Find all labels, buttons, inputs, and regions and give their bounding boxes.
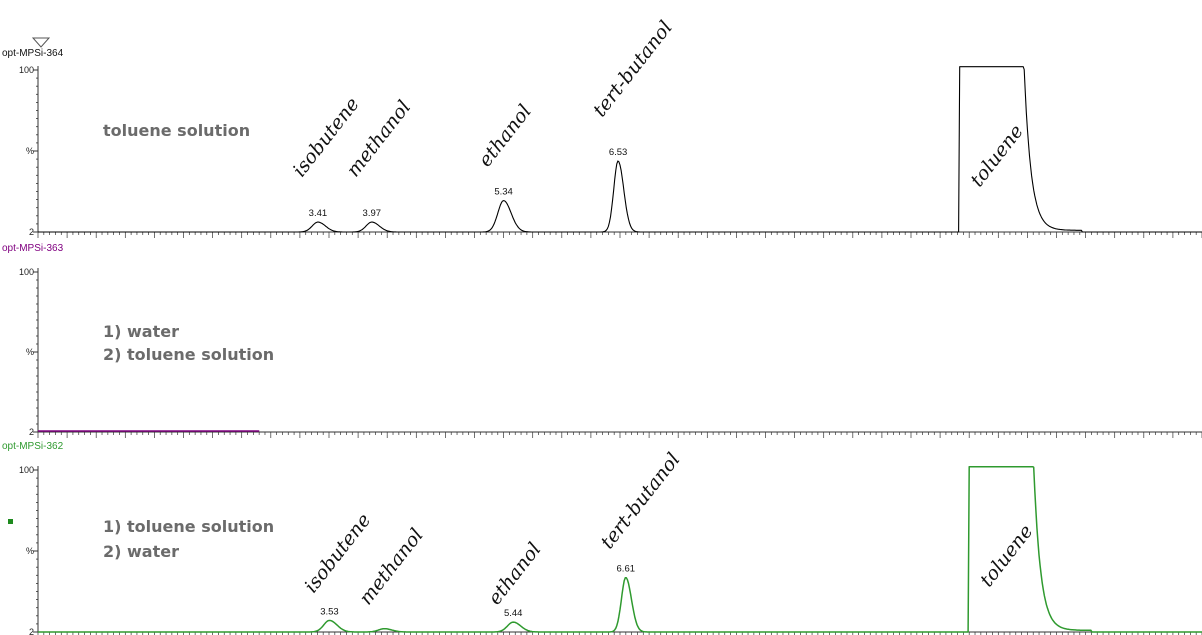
sample-description: 1) water	[103, 322, 179, 341]
y-tick-label: 100	[19, 65, 34, 75]
chromatogram-trace	[38, 66, 1202, 233]
compound-label: ethanol	[474, 101, 536, 171]
sample-description: 1) toluene solution	[103, 517, 274, 536]
y-tick-label: 2	[29, 627, 34, 635]
compound-label: toluene	[966, 121, 1028, 191]
y-tick-label: %	[26, 347, 34, 357]
peak-rt-label: 6.61	[617, 563, 636, 574]
chromatogram-trace	[38, 465, 1202, 633]
peak-rt-label: 3.97	[363, 208, 382, 219]
peak-rt-label: 3.53	[320, 606, 339, 617]
compound-label: toluene	[976, 521, 1038, 591]
compound-label: ethanol	[484, 539, 546, 609]
y-tick-label: 100	[19, 267, 34, 277]
chromatogram-panel-2: opt-MPSi-363 100% 2 1) water 2) toluene solu…	[2, 243, 1202, 438]
trace-id-label: opt-MPSi-362	[2, 441, 64, 452]
y-tick-label: 2	[29, 227, 34, 237]
peak-rt-label: 5.44	[504, 608, 523, 619]
sample-description: 2) toluene solution	[103, 345, 274, 364]
chromatogram-panel-3: opt-MPSi-362 100% 2 1) toluene solution 2) w…	[2, 441, 1202, 635]
sample-description: toluene solution	[103, 121, 250, 140]
y-tick-label: 100	[19, 465, 34, 475]
series-marker-icon	[8, 519, 13, 524]
trace-id-label: opt-MPSi-363	[2, 243, 64, 254]
y-tick-label: %	[26, 146, 34, 156]
sample-description: 2) water	[103, 542, 179, 561]
marker-triangle-icon	[31, 37, 51, 48]
y-tick-label: %	[26, 546, 34, 556]
compound-label: methanol	[355, 524, 428, 609]
y-tick-label: 2	[29, 427, 34, 437]
peak-rt-label: 5.34	[494, 187, 513, 198]
peak-rt-label: 6.53	[609, 147, 628, 158]
compound-label: tert-butanol	[596, 449, 684, 553]
peak-rt-label: 3.41	[309, 208, 328, 219]
trace-id-label: opt-MPSi-364	[2, 48, 64, 59]
compound-label: tert-butanol	[589, 17, 677, 121]
